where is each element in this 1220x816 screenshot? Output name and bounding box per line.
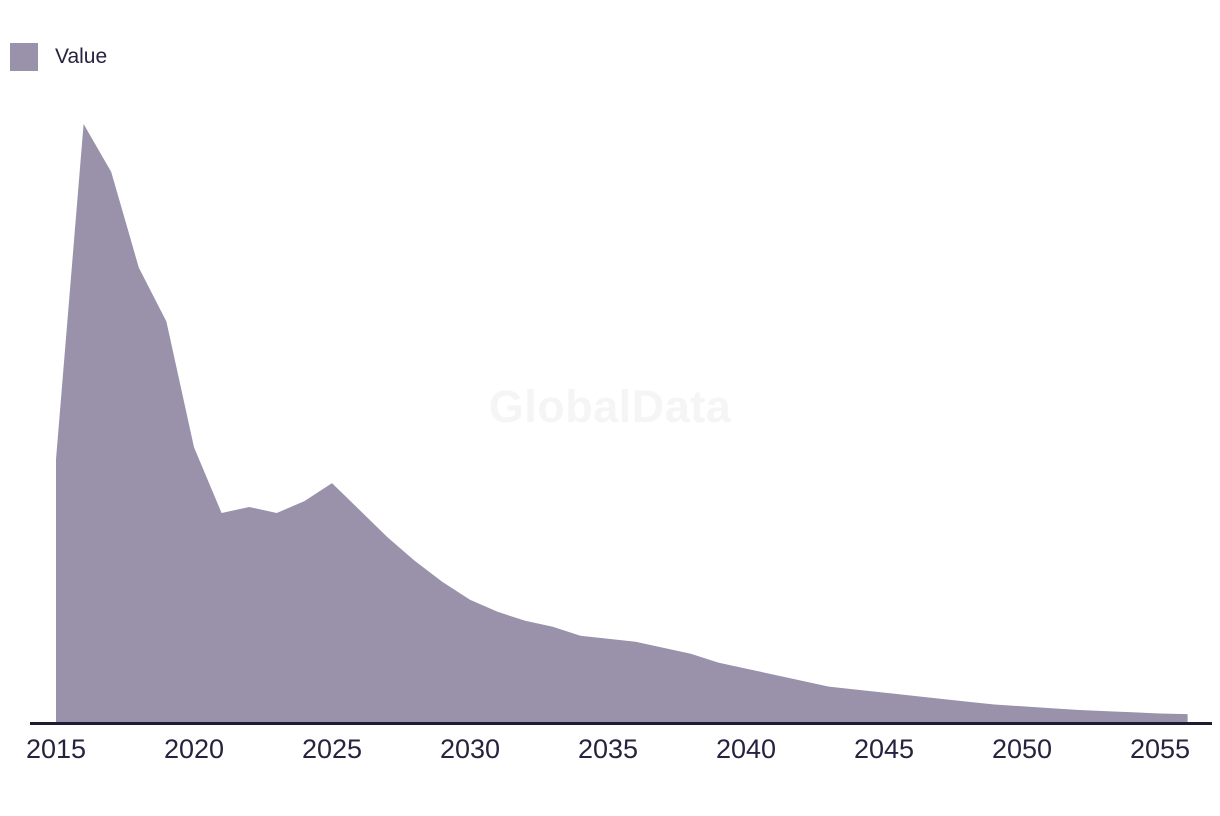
area-series-value [56,124,1188,723]
legend-label: Value [55,45,108,68]
legend-swatch [10,43,38,71]
watermark: GlobalData [488,381,732,432]
chart-legend[interactable]: Value [10,43,107,71]
